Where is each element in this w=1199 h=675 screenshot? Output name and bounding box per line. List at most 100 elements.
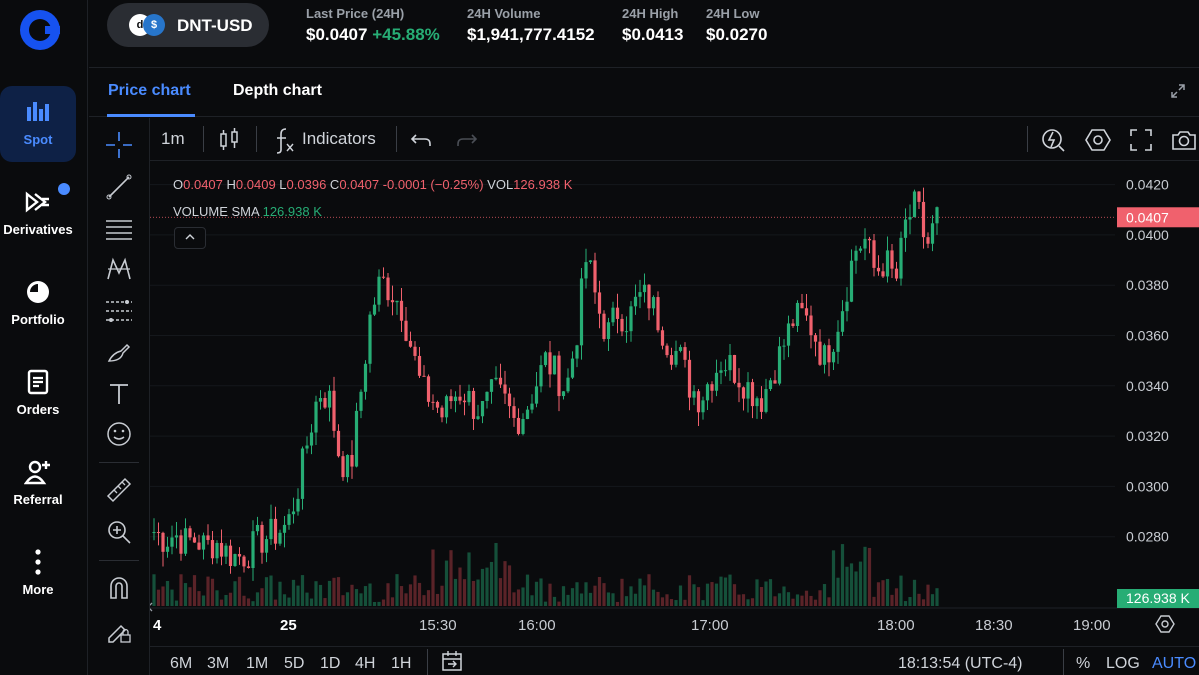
volume-bar	[462, 579, 467, 606]
volume-bar	[417, 582, 422, 606]
candle-body	[593, 260, 597, 293]
volume-bar	[705, 583, 710, 606]
magnet-icon[interactable]	[105, 574, 133, 602]
volume-bar	[903, 601, 908, 606]
volume-bar	[885, 578, 890, 606]
crosshair-icon[interactable]	[105, 131, 133, 159]
range-5d[interactable]: 5D	[284, 655, 305, 672]
nav-item-derivatives[interactable]: Derivatives	[0, 176, 76, 252]
x-tick-label: 4	[153, 617, 162, 634]
candle-body	[696, 391, 701, 413]
range-separator	[1063, 649, 1064, 675]
candle-body	[440, 407, 444, 418]
candle-body	[611, 307, 615, 323]
settings-hexagon-icon[interactable]	[1084, 126, 1112, 154]
range-4h[interactable]: 4H	[355, 655, 376, 672]
add-user-icon	[23, 458, 52, 486]
candle-body	[624, 331, 629, 333]
last-price-value: $0.0407	[306, 25, 368, 44]
range-1h[interactable]: 1H	[391, 655, 412, 672]
volume-bar	[638, 578, 642, 606]
candle-body	[827, 345, 831, 363]
indicators-fx-icon[interactable]	[270, 126, 298, 154]
volume-bar	[525, 574, 530, 606]
volume-bar	[332, 577, 336, 606]
stat-label: Last Price (24H)	[306, 6, 405, 21]
calendar-goto-icon[interactable]	[438, 649, 466, 675]
volume-bar	[395, 574, 399, 606]
candle-body	[890, 250, 894, 269]
candle-body	[867, 238, 872, 241]
volume-bar	[156, 589, 161, 606]
redo-icon[interactable]	[452, 126, 480, 154]
volume-bar	[485, 567, 489, 606]
volume-bar	[710, 582, 714, 606]
undo-icon[interactable]	[408, 126, 436, 154]
tab-depth-chart[interactable]: Depth chart	[233, 82, 322, 99]
horizontal-lines-icon[interactable]	[105, 215, 133, 243]
nav-item-portfolio[interactable]: Portfolio	[0, 266, 76, 342]
candle-body	[174, 535, 179, 538]
candle-body	[917, 191, 921, 202]
candle-body	[633, 296, 638, 307]
collapse-legend-button[interactable]	[174, 227, 206, 249]
price-chart[interactable]: 0.0420 0.0400 0.0380 0.0360 0.0340 0.0320 0.03…	[150, 162, 1199, 646]
volume-bar	[890, 594, 894, 606]
alert-lightning-icon[interactable]	[1039, 126, 1067, 154]
brush-icon[interactable]	[105, 339, 133, 367]
nav-item-orders[interactable]: Orders	[0, 356, 76, 432]
range-1m[interactable]: 1M	[246, 655, 269, 672]
coinbase-logo[interactable]	[20, 10, 60, 50]
text-icon[interactable]	[105, 380, 133, 408]
timezone-readout[interactable]: 18:13:54 (UTC-4)	[898, 655, 1023, 672]
emoji-icon[interactable]	[105, 420, 133, 448]
candle-body	[525, 409, 530, 420]
log-toggle[interactable]: LOG	[1106, 655, 1140, 672]
indicators-button[interactable]: Indicators	[302, 129, 376, 148]
last-price-tag	[1117, 207, 1199, 228]
candle-body	[570, 358, 575, 378]
nav-item-more[interactable]: More	[0, 536, 76, 612]
candle-body	[714, 372, 719, 391]
range-1d[interactable]: 1D	[320, 655, 341, 672]
drawing-toolbar	[89, 118, 150, 675]
candle-body	[872, 240, 876, 268]
nav-item-spot[interactable]: Spot	[0, 86, 76, 162]
y-tick-label: 0.0380	[1126, 277, 1169, 293]
volume-bar	[183, 583, 188, 606]
legend-c-label: C	[329, 177, 340, 192]
fullscreen-icon[interactable]	[1127, 126, 1155, 154]
x-tick-label: 25	[280, 617, 297, 634]
auto-scale-toggle[interactable]: AUTO	[1152, 655, 1197, 672]
candle-body	[395, 300, 399, 303]
pair-selector[interactable]: d $ DNT-USD	[107, 3, 269, 47]
candle-body	[620, 318, 624, 332]
candle-body	[363, 363, 368, 392]
candle-body	[359, 391, 363, 411]
candle-body	[899, 237, 903, 279]
camera-icon[interactable]	[1170, 126, 1198, 154]
zoom-in-icon[interactable]	[105, 518, 133, 546]
interval-selector[interactable]: 1m	[161, 129, 185, 148]
candle-body	[674, 350, 678, 365]
nav-item-referral[interactable]: Referral	[0, 446, 76, 522]
volume-bar	[759, 587, 764, 606]
lock-drawings-icon[interactable]	[105, 616, 133, 644]
tab-price-chart[interactable]: Price chart	[108, 82, 191, 99]
fib-retracement-icon[interactable]	[105, 297, 133, 325]
pattern-icon[interactable]	[105, 255, 133, 283]
range-3m[interactable]: 3M	[207, 655, 230, 672]
percent-toggle[interactable]: %	[1076, 655, 1091, 672]
candle-body	[606, 322, 611, 339]
volume-bar	[305, 592, 309, 606]
range-6m[interactable]: 6M	[170, 655, 193, 672]
candlestick-type-icon[interactable]	[215, 126, 243, 154]
candle-body	[300, 448, 305, 499]
volume-bar	[845, 566, 849, 606]
nav-item-label: Portfolio	[11, 312, 65, 327]
chart-grid	[150, 184, 1199, 609]
trend-line-icon[interactable]	[105, 173, 133, 201]
ruler-icon[interactable]	[105, 476, 133, 504]
expand-icon[interactable]	[1171, 84, 1185, 101]
volume-bar	[615, 601, 620, 606]
